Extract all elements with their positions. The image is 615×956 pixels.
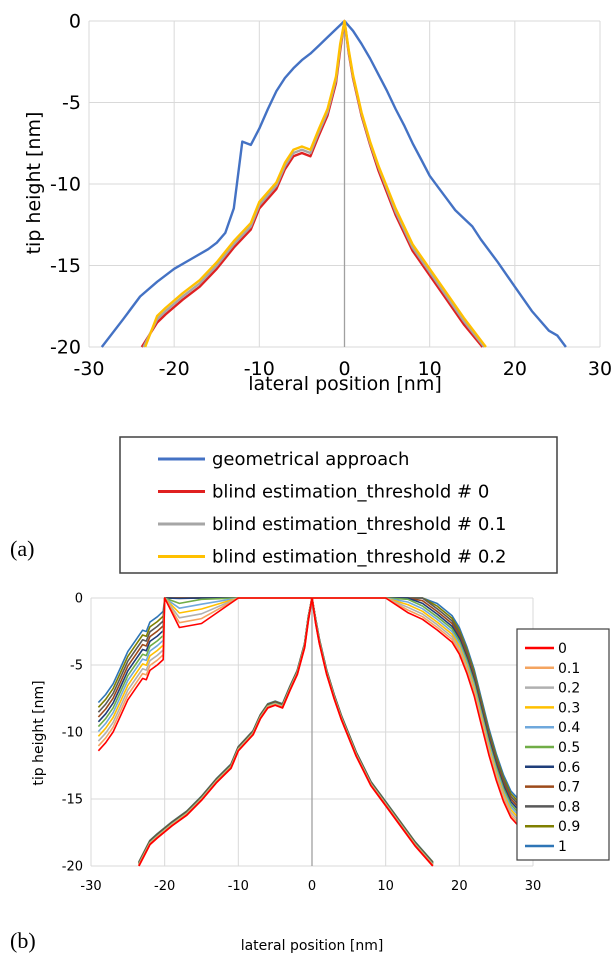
b-inner-line-0.9	[139, 598, 433, 862]
b-x-tick-labels: -30 -20 -10 0 10 20 30	[80, 879, 541, 894]
b-legend-label: 0.1	[558, 661, 580, 677]
b-legend-label: 0.6	[558, 760, 580, 776]
b-inner-line-0.6	[139, 598, 433, 864]
b-x-tick-label: -20	[154, 879, 175, 894]
b-legend-label: 0.9	[558, 819, 580, 835]
a-x-tick-label: -30	[73, 358, 104, 380]
a-y-tick-label: -20	[50, 337, 81, 359]
b-x-tick-label: 30	[525, 879, 542, 894]
a-legend-label: blind estimation_threshold # 0.1	[212, 514, 506, 535]
b-y-tick-label: 0	[75, 592, 83, 607]
b-y-tick-label: -10	[62, 726, 83, 741]
a-y-axis-label: tip height [nm]	[23, 112, 45, 255]
b-gridlines	[91, 598, 533, 866]
a-x-tick-label: 30	[588, 358, 612, 380]
b-y-tick-label: -15	[62, 793, 83, 808]
b-inner-line-0.4	[139, 598, 433, 864]
b-inner-line-0.8	[139, 598, 433, 863]
a-x-tick-label: -20	[159, 358, 190, 380]
b-y-axis-label: tip height [nm]	[31, 680, 47, 785]
b-y-tick-labels: 0 -5 -10 -15 -20	[62, 592, 83, 875]
b-inner-line-0.7	[139, 598, 433, 863]
b-legend: 0 0.1 0.2 0.3 0.4 0.5 0.6 0.7 0.8 0.9 1	[517, 629, 609, 860]
b-y-tick-label: -20	[62, 860, 83, 875]
b-legend-label: 0.5	[558, 740, 580, 756]
b-legend-label: 0.2	[558, 681, 580, 697]
b-legend-label: 1	[558, 839, 567, 855]
b-x-tick-label: -30	[80, 879, 101, 894]
a-y-tick-label: -15	[50, 255, 81, 277]
b-x-tick-label: -10	[228, 879, 249, 894]
b-legend-label: 0.8	[558, 799, 580, 815]
b-y-tick-label: -5	[70, 659, 83, 674]
a-legend-label: blind estimation_threshold # 0.2	[212, 547, 506, 568]
a-y-tick-labels: 0 -5 -10 -15 -20	[50, 11, 81, 359]
b-legend-label: 0.4	[558, 720, 580, 736]
b-outer-line-1	[98, 598, 524, 805]
a-y-tick-label: -10	[50, 174, 81, 196]
a-legend-label: blind estimation_threshold # 0	[212, 482, 489, 503]
b-inner-line-0.3	[139, 598, 433, 865]
a-legend: geometrical approach blind estimation_thr…	[120, 437, 557, 573]
b-legend-label: 0.3	[558, 700, 580, 716]
a-y-tick-label: 0	[69, 11, 81, 33]
chart-b: -30 -20 -10 0 10 20 30 0-5-10-15-20 lateral po…	[31, 592, 609, 954]
a-x-tick-label: 20	[503, 358, 527, 380]
panel-label-b: (b)	[10, 928, 36, 954]
chart-a: -30 -20 -10 0 10 20 30 0-5-10-15-20 lateral po…	[23, 11, 612, 573]
a-x-axis-label: lateral position [nm]	[248, 373, 442, 395]
b-legend-label: 0.7	[558, 780, 580, 796]
b-legend-label: 0	[558, 641, 567, 657]
b-x-tick-label: 0	[308, 879, 316, 894]
a-legend-label: geometrical approach	[212, 449, 409, 470]
b-x-axis-label: lateral position [nm]	[241, 938, 384, 954]
b-inner-line-0.5	[139, 598, 433, 864]
a-y-tick-label: -5	[62, 92, 81, 114]
panel-label-a: (a)	[10, 536, 34, 562]
b-x-tick-label: 20	[451, 879, 468, 894]
b-x-tick-label: 10	[377, 879, 394, 894]
b-inner-line-1	[139, 598, 433, 862]
